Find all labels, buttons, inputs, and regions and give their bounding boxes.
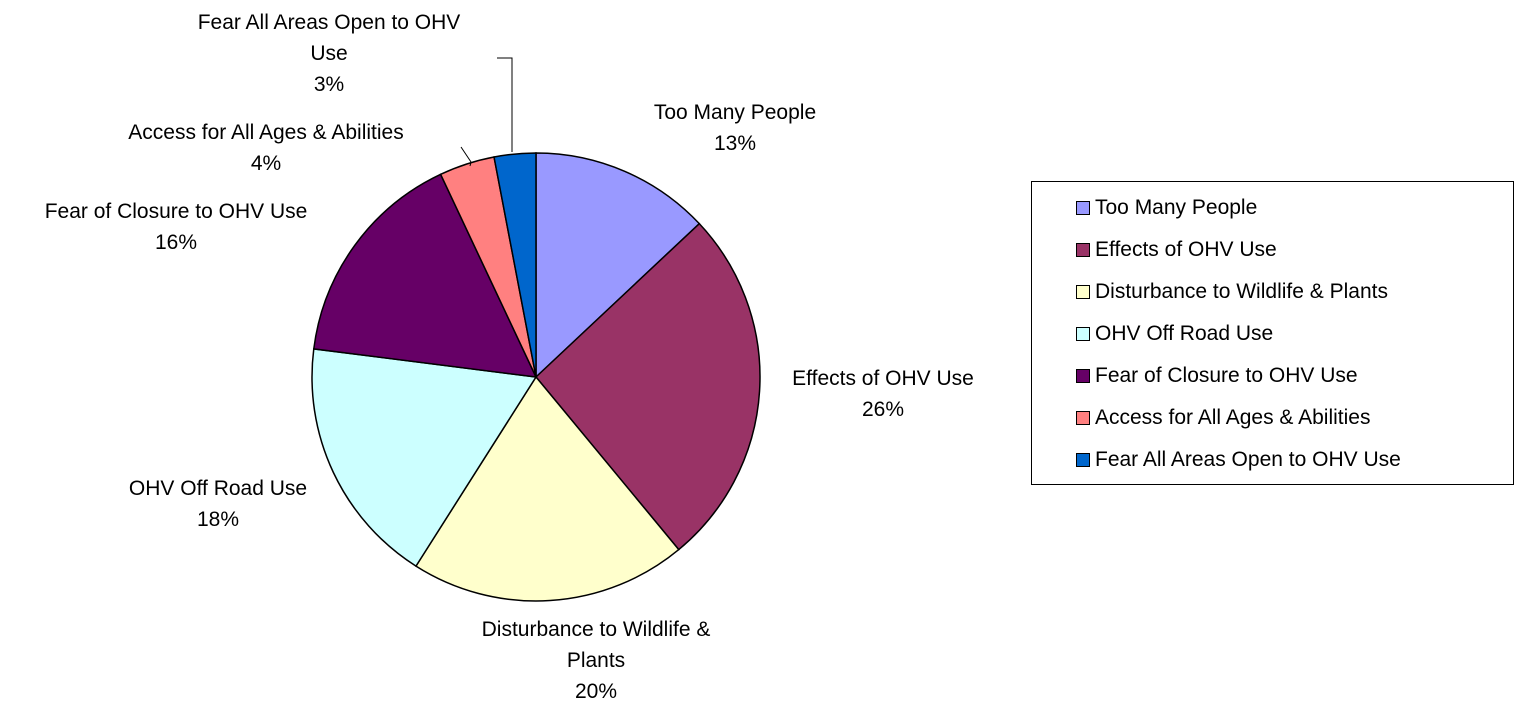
legend-swatch [1076,327,1090,341]
pie-slice-fear-of-closure-to-ohv-use [312,173,538,378]
data-label-effects-of-ohv-use: Effects of OHV Use 26% [792,367,974,421]
data-label-fear-of-closure-to-ohv-use: Fear of Closure to OHV Use 16% [45,200,308,254]
pie-slice-ohv-off-road-use [311,348,538,568]
legend-item-too-many-people: Too Many People [1076,195,1257,221]
pie-slice-disturbance-to-wildlife-and-plants [414,375,680,602]
legend-item-fear-of-closure-to-ohv-use: Fear of Closure to OHV Use [1076,363,1358,389]
pie-slice-fear-all-areas-open-to-ohv-use [493,152,537,378]
data-label-access-for-all-ages-and-abilities: Access for All Ages & Abilities 4% [128,121,403,175]
data-label-ohv-off-road-use: OHV Off Road Use 18% [129,477,307,531]
legend-label: Fear of Closure to OHV Use [1095,364,1358,387]
legend-item-effects-of-ohv-use: Effects of OHV Use [1076,237,1277,263]
chart-legend: Too Many People Effects of OHV Use Disturb… [1031,181,1514,485]
data-label-fear-all-areas-open-to-ohv-use: Fear All Areas Open to OHV Use 3% [198,11,461,96]
legend-item-fear-all-areas-open-to-ohv-use: Fear All Areas Open to OHV Use [1076,447,1401,473]
legend-label: Effects of OHV Use [1095,238,1277,261]
legend-item-disturbance-to-wildlife-and-plants: Disturbance to Wildlife & Plants [1076,279,1388,305]
legend-item-ohv-off-road-use: OHV Off Road Use [1076,321,1273,347]
legend-swatch [1076,285,1090,299]
data-label-too-many-people: Too Many People 13% [654,101,816,155]
pie-slice-too-many-people [535,152,701,379]
legend-label: Too Many People [1095,196,1258,219]
legend-label: Access for All Ages & Abilities [1095,406,1371,429]
legend-swatch [1076,201,1090,215]
leader-line-access-for-all-ages-and-abilities [460,146,472,167]
leader-line-fear-all-areas-open-to-ohv-use [497,57,513,152]
legend-swatch [1076,411,1090,425]
data-label-disturbance-to-wildlife-and-plants: Disturbance to Wildlife & Plants 20% [482,618,711,703]
legend-swatch [1076,453,1090,467]
legend-label: Fear All Areas Open to OHV Use [1095,448,1401,471]
legend-label: Disturbance to Wildlife & Plants [1095,280,1388,303]
legend-swatch [1076,369,1090,383]
legend-item-access-for-all-ages-and-abilities: Access for All Ages & Abilities [1076,405,1370,431]
pie-slice-effects-of-ohv-use [534,222,761,551]
legend-swatch [1076,243,1090,257]
legend-label: OHV Off Road Use [1095,322,1274,345]
